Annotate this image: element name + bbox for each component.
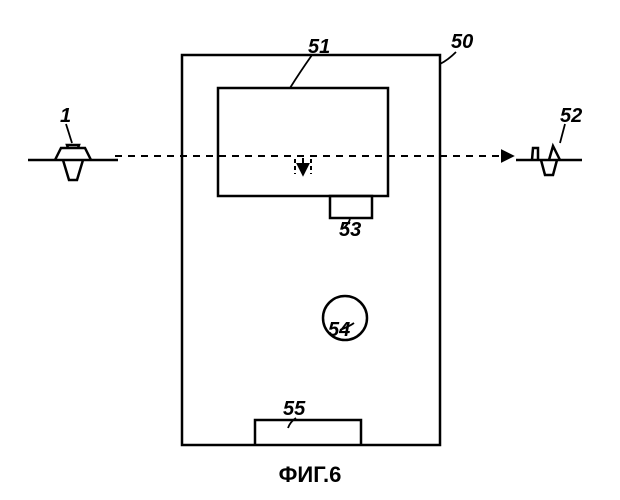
- connector-block: [330, 196, 372, 218]
- tray: [255, 420, 361, 445]
- right-cup-wedge: [549, 146, 560, 160]
- label-l52: 52: [560, 105, 582, 127]
- right-cup-inner: [532, 148, 538, 160]
- left-cup-stem: [63, 160, 83, 180]
- leader-l51: [290, 55, 312, 88]
- right-cup-stem: [541, 160, 557, 175]
- label-l53: 53: [339, 219, 361, 241]
- label-l51: 51: [308, 36, 330, 58]
- leader-l50: [440, 52, 456, 64]
- figure-caption: ФИГ.6: [279, 462, 342, 487]
- label-l50: 50: [451, 31, 473, 53]
- cavity: [218, 88, 388, 196]
- left-cup-body: [55, 148, 91, 160]
- label-l55: 55: [283, 398, 306, 420]
- label-l54: 54: [328, 319, 350, 341]
- label-l1: 1: [60, 105, 71, 127]
- device-body: [182, 55, 440, 445]
